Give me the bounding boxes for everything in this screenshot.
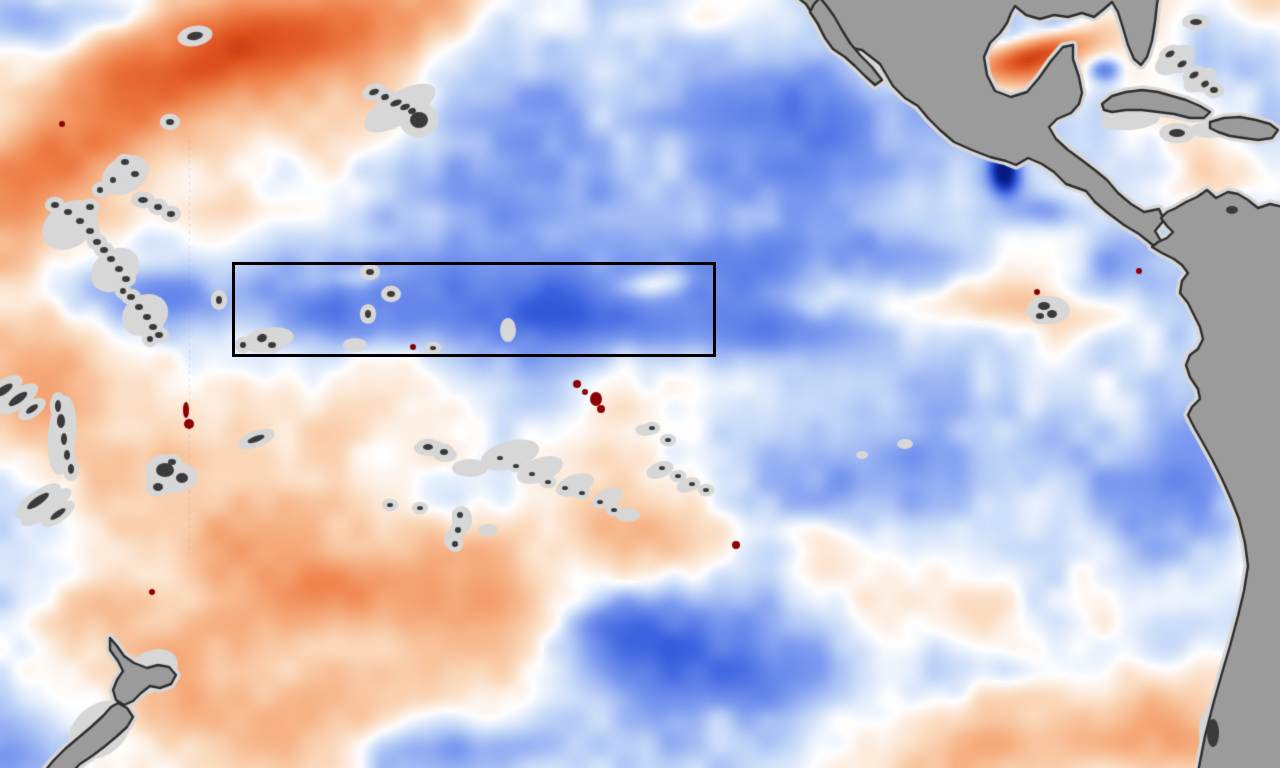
- sst-anomaly-field-canvas: [0, 0, 1280, 768]
- pacific-sst-anomaly-map: [0, 0, 1280, 768]
